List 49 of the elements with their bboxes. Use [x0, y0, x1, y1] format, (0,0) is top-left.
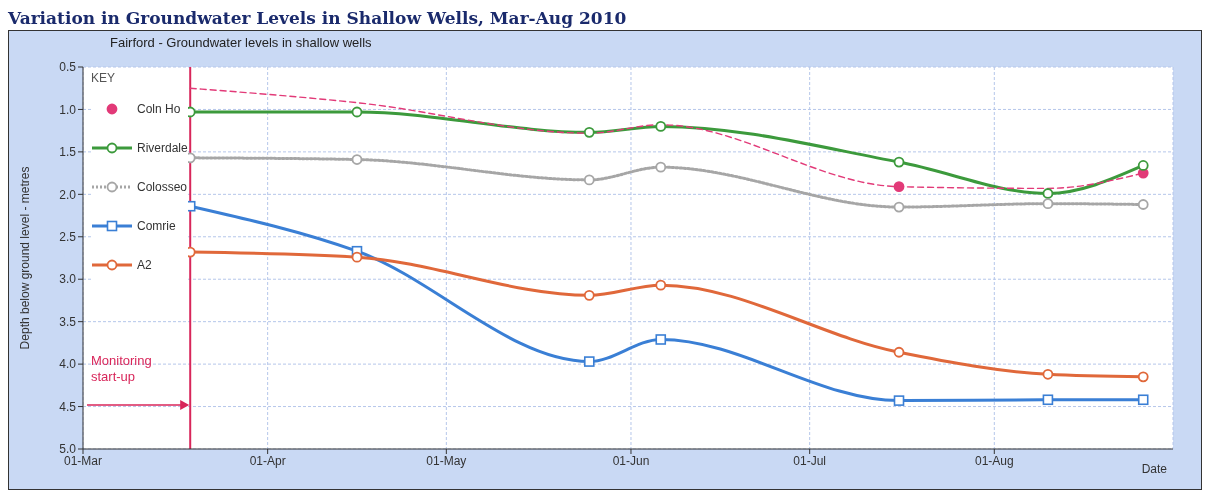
point — [583, 356, 595, 367]
y-axis-title: Depth below ground level - metres — [18, 166, 33, 350]
point — [1042, 198, 1054, 210]
legend-label: Riverdale — [137, 140, 188, 155]
point — [1042, 188, 1054, 199]
point — [1042, 394, 1054, 406]
chart-title: Variation in Groundwater Levels in Shallow Wells, Mar-Aug 2010 — [8, 8, 628, 30]
point — [655, 279, 667, 291]
point — [893, 156, 905, 168]
point — [893, 201, 905, 213]
point — [351, 251, 363, 263]
legend-label: Comrie — [137, 218, 176, 233]
point — [583, 289, 595, 301]
point — [655, 121, 667, 132]
legend-label: Colosseo — [137, 179, 188, 194]
x-axis-title: Date — [1141, 462, 1168, 476]
point — [351, 154, 363, 165]
y-tick-label: 1.0 — [59, 102, 77, 117]
legend-title: KEY — [91, 71, 116, 85]
point — [893, 346, 905, 358]
point — [351, 106, 363, 118]
x-tick-label: 01-Apr — [249, 453, 286, 468]
point — [655, 334, 667, 345]
point — [1042, 368, 1054, 380]
y-tick-label: 2.0 — [59, 187, 77, 202]
x-tick-label: 01-May — [426, 453, 467, 468]
y-tick-label: 3.5 — [59, 314, 77, 329]
x-tick-label: 01-Jun — [612, 453, 650, 468]
point — [893, 181, 905, 193]
y-tick-label: 4.0 — [59, 357, 77, 372]
legend-label: A2 — [137, 257, 152, 272]
point — [583, 126, 595, 138]
point — [1137, 199, 1149, 210]
y-tick-label: 3.0 — [59, 272, 77, 287]
y-tick-label: 0.5 — [59, 60, 77, 75]
point — [583, 174, 595, 186]
ref-line-label: Monitoring start-up — [91, 352, 152, 384]
point — [1137, 371, 1149, 383]
y-tick-label: 1.5 — [59, 145, 77, 160]
chart-subtitle: Fairford - Groundwater levels in shallow wells — [109, 35, 373, 52]
x-tick-label: 01-Jul — [793, 453, 827, 468]
x-tick-label: 01-Aug — [974, 453, 1014, 468]
y-tick-label: 4.5 — [59, 399, 77, 414]
point — [893, 395, 905, 406]
legend-label: Coln Ho — [137, 101, 181, 116]
y-tick-label: 2.5 — [59, 230, 77, 245]
point — [1137, 160, 1149, 171]
point — [1137, 394, 1149, 406]
point — [655, 161, 667, 173]
